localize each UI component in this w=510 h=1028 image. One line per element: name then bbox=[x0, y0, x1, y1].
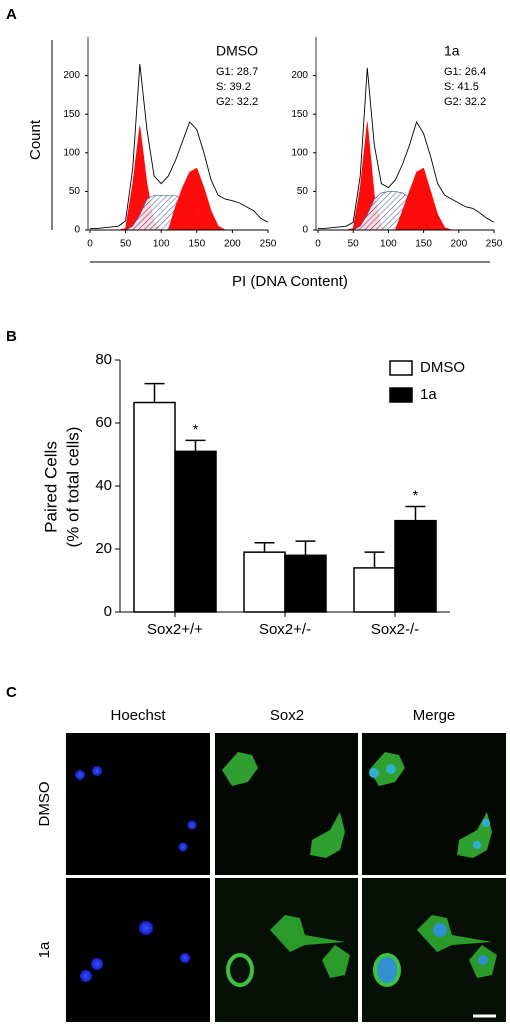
phase-fit bbox=[90, 167, 268, 231]
chart-title: 1a bbox=[444, 43, 460, 59]
y-tick-label: 100 bbox=[291, 147, 308, 158]
y-axis-label: Count bbox=[27, 119, 44, 160]
bar bbox=[353, 567, 396, 613]
bar bbox=[133, 401, 176, 613]
legend-swatch bbox=[389, 360, 413, 376]
y-tick-label: 0 bbox=[104, 603, 112, 620]
y-tick-label: 150 bbox=[291, 109, 308, 120]
y-tick-label: 50 bbox=[297, 186, 309, 197]
column-label: Sox2 bbox=[270, 707, 304, 724]
x-tick-label: 50 bbox=[348, 239, 360, 250]
x-tick-label: 0 bbox=[87, 239, 93, 250]
annotation: G1: 26.4 bbox=[444, 66, 486, 78]
histogram-outline bbox=[318, 67, 495, 229]
y-tick-label: 100 bbox=[63, 147, 80, 158]
legend-label: DMSO bbox=[420, 359, 465, 376]
bar bbox=[243, 551, 286, 613]
y-axis-label: Paired Cells bbox=[41, 441, 60, 533]
x-tick-label: 150 bbox=[415, 239, 432, 250]
legend-swatch bbox=[389, 387, 413, 403]
y-tick-label: 20 bbox=[95, 540, 112, 557]
x-tick-label: 0 bbox=[315, 239, 321, 250]
x-tick-label: 250 bbox=[260, 239, 277, 250]
x-tick-label: 200 bbox=[450, 239, 467, 250]
significance-marker: * bbox=[413, 487, 419, 503]
annotation: G2: 32.2 bbox=[444, 96, 486, 108]
significance-marker: * bbox=[193, 421, 199, 437]
column-label: Merge bbox=[413, 707, 456, 724]
panel-label: B bbox=[6, 328, 17, 345]
bar bbox=[174, 450, 217, 613]
y-tick-label: 40 bbox=[95, 477, 112, 494]
y-tick-label: 50 bbox=[69, 186, 81, 197]
y-tick-label: 0 bbox=[302, 225, 308, 236]
x-tick-label: 200 bbox=[224, 239, 241, 250]
x-tick-label: 250 bbox=[486, 239, 503, 250]
x-axis-label: PI (DNA Content) bbox=[232, 273, 348, 290]
annotation: S: 41.5 bbox=[444, 81, 479, 93]
y-tick-label: 200 bbox=[291, 70, 308, 81]
bar bbox=[394, 519, 437, 613]
histogram-outline bbox=[90, 63, 269, 229]
x-tick-label: Sox2-/- bbox=[371, 621, 419, 638]
x-tick-label: Sox2+/- bbox=[259, 621, 311, 638]
legend-label: 1a bbox=[420, 386, 437, 403]
x-tick-label: 50 bbox=[120, 239, 132, 250]
y-tick-label: 80 bbox=[95, 351, 112, 368]
annotation: S: 39.2 bbox=[216, 81, 251, 93]
annotation: G2: 32.2 bbox=[216, 96, 258, 108]
x-tick-label: 100 bbox=[153, 239, 170, 250]
x-tick-label: 100 bbox=[380, 239, 397, 250]
y-tick-label: 0 bbox=[74, 225, 80, 236]
column-label: Hoechst bbox=[110, 707, 166, 724]
row-label: DMSO bbox=[36, 782, 53, 827]
y-tick-label: 200 bbox=[63, 70, 80, 81]
panel-label: C bbox=[6, 684, 17, 701]
annotation: G1: 28.7 bbox=[216, 66, 258, 78]
bar bbox=[284, 554, 327, 613]
y-tick-label: 60 bbox=[95, 414, 112, 431]
panel-label: A bbox=[6, 6, 17, 23]
y-tick-label: 150 bbox=[63, 109, 80, 120]
y-axis-label: (% of total cells) bbox=[63, 427, 82, 548]
micrographs bbox=[66, 733, 506, 1022]
x-tick-label: 150 bbox=[188, 239, 205, 250]
chart-title: DMSO bbox=[216, 43, 258, 59]
row-label: 1a bbox=[36, 941, 53, 958]
x-tick-label: Sox2+/+ bbox=[147, 621, 203, 638]
